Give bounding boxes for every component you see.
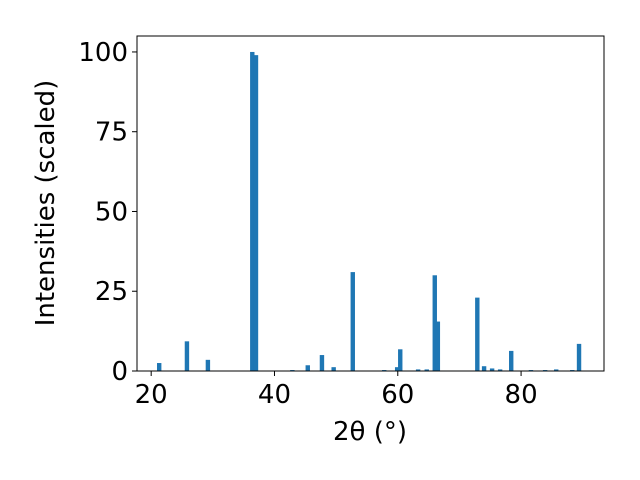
bar xyxy=(205,359,211,371)
bar xyxy=(331,367,336,371)
bar xyxy=(184,341,190,371)
y-axis-label: Intensities (scaled) xyxy=(31,80,61,327)
bar xyxy=(435,321,441,371)
bar xyxy=(415,369,421,371)
plot-frame xyxy=(136,35,605,372)
y-tick-label: 50 xyxy=(95,197,128,227)
x-tick-label: 80 xyxy=(505,380,538,410)
bar xyxy=(398,349,403,371)
y-tick-label: 25 xyxy=(95,277,128,307)
bar xyxy=(394,367,400,371)
bar xyxy=(319,355,325,371)
x-tick-label: 60 xyxy=(381,380,414,410)
bar xyxy=(509,350,514,371)
y-tick-label: 75 xyxy=(95,118,128,148)
bar xyxy=(156,363,162,371)
bar xyxy=(350,272,355,371)
bar xyxy=(250,51,255,371)
bar xyxy=(305,365,310,371)
bar xyxy=(475,297,480,371)
bar xyxy=(432,275,437,371)
y-tick-label: 100 xyxy=(78,38,128,68)
bar xyxy=(481,366,487,371)
x-axis-label: 2θ (°) xyxy=(333,417,407,447)
y-tick-label: 0 xyxy=(111,357,128,387)
bar xyxy=(253,55,259,372)
x-tick-label: 20 xyxy=(135,380,168,410)
bar xyxy=(489,368,495,371)
bar xyxy=(554,369,559,371)
x-tick-label: 40 xyxy=(258,380,291,410)
bar xyxy=(424,369,429,371)
bar xyxy=(497,369,503,371)
bar xyxy=(576,343,582,371)
